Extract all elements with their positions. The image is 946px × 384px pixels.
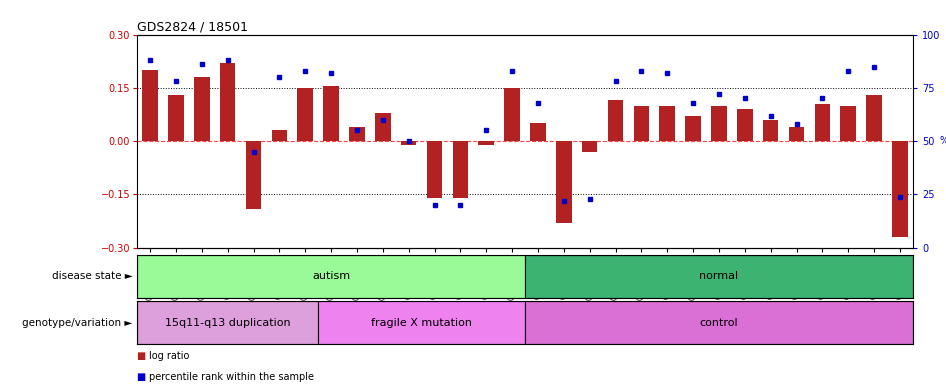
Bar [867, 95, 882, 141]
Bar [711, 106, 727, 141]
Bar [324, 86, 339, 141]
Bar [556, 141, 571, 223]
Bar [401, 141, 416, 145]
Bar [737, 109, 753, 141]
Bar [525, 301, 913, 344]
Text: fragile X mutation: fragile X mutation [371, 318, 472, 328]
Bar [246, 141, 261, 209]
Bar [479, 141, 494, 145]
Bar [840, 106, 856, 141]
Bar [815, 104, 831, 141]
Bar [789, 127, 804, 141]
Bar [272, 131, 288, 141]
Text: control: control [700, 318, 738, 328]
Bar [349, 127, 365, 141]
Bar [194, 77, 210, 141]
Bar [297, 88, 313, 141]
Bar [634, 106, 649, 141]
Y-axis label: %: % [940, 136, 946, 146]
Bar [219, 63, 236, 141]
Bar [504, 88, 520, 141]
Bar [168, 95, 184, 141]
Bar [452, 141, 468, 198]
Bar [318, 301, 525, 344]
Text: log ratio: log ratio [149, 351, 190, 361]
Bar [142, 70, 158, 141]
Text: disease state ►: disease state ► [52, 271, 132, 281]
Text: percentile rank within the sample: percentile rank within the sample [149, 372, 314, 382]
Bar [762, 120, 779, 141]
Bar [375, 113, 391, 141]
Bar [427, 141, 443, 198]
Text: GDS2824 / 18501: GDS2824 / 18501 [137, 20, 248, 33]
Text: ■: ■ [137, 351, 149, 361]
Text: normal: normal [699, 271, 739, 281]
Text: genotype/variation ►: genotype/variation ► [22, 318, 132, 328]
Bar [525, 255, 913, 298]
Bar [137, 301, 318, 344]
Text: 15q11-q13 duplication: 15q11-q13 duplication [165, 318, 290, 328]
Text: ■: ■ [137, 372, 149, 382]
Bar [137, 255, 525, 298]
Bar [659, 106, 675, 141]
Bar [892, 141, 908, 237]
Bar [685, 116, 701, 141]
Bar [530, 123, 546, 141]
Text: autism: autism [312, 271, 350, 281]
Bar [582, 141, 598, 152]
Bar [607, 100, 623, 141]
